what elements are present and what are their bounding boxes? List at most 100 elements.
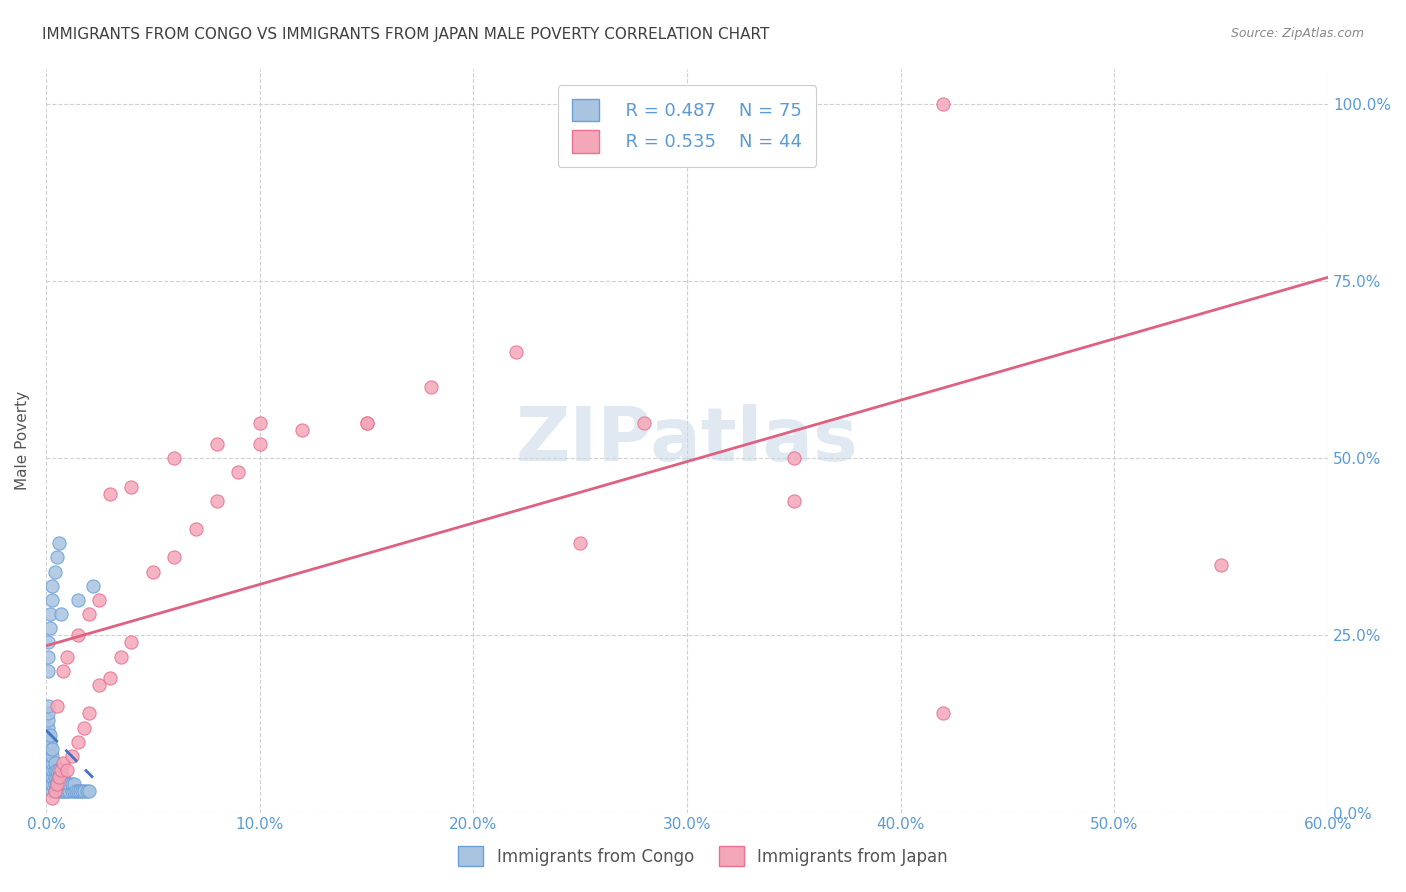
Point — [52, 756, 75, 770]
Point — [66, 593, 89, 607]
Legend: Immigrants from Congo, Immigrants from Japan: Immigrants from Congo, Immigrants from J… — [450, 838, 956, 875]
Point — [60, 748, 83, 763]
Point — [37, 728, 59, 742]
Point — [66, 784, 89, 798]
Point — [82, 579, 104, 593]
Point — [932, 97, 955, 112]
Point — [37, 664, 59, 678]
Point — [110, 649, 132, 664]
Point — [356, 416, 378, 430]
Point — [89, 593, 111, 607]
Point — [56, 649, 79, 664]
Point — [37, 635, 59, 649]
Point — [37, 748, 59, 763]
Point — [77, 607, 100, 621]
Point — [56, 777, 79, 791]
Point — [783, 451, 806, 466]
Point — [44, 784, 66, 798]
Point — [53, 784, 76, 798]
Point — [37, 756, 59, 770]
Point — [44, 763, 66, 777]
Point — [505, 345, 527, 359]
Point — [291, 423, 314, 437]
Legend:   R = 0.487    N = 75,   R = 0.535    N = 44: R = 0.487 N = 75, R = 0.535 N = 44 — [558, 85, 817, 167]
Point — [60, 784, 83, 798]
Point — [39, 777, 62, 791]
Point — [205, 493, 228, 508]
Point — [39, 621, 62, 635]
Point — [73, 784, 96, 798]
Point — [45, 699, 67, 714]
Point — [37, 734, 59, 748]
Point — [184, 522, 207, 536]
Point — [41, 593, 63, 607]
Point — [72, 784, 94, 798]
Point — [45, 777, 67, 791]
Text: IMMIGRANTS FROM CONGO VS IMMIGRANTS FROM JAPAN MALE POVERTY CORRELATION CHART: IMMIGRANTS FROM CONGO VS IMMIGRANTS FROM… — [42, 27, 769, 42]
Point — [45, 777, 67, 791]
Point — [66, 628, 89, 642]
Text: Source: ZipAtlas.com: Source: ZipAtlas.com — [1230, 27, 1364, 40]
Point — [45, 784, 67, 798]
Point — [41, 756, 63, 770]
Point — [39, 607, 62, 621]
Point — [120, 635, 142, 649]
Point — [37, 763, 59, 777]
Point — [69, 784, 91, 798]
Point — [39, 748, 62, 763]
Point — [49, 784, 72, 798]
Point — [56, 763, 79, 777]
Point — [39, 763, 62, 777]
Point — [932, 706, 955, 721]
Y-axis label: Male Poverty: Male Poverty — [15, 391, 30, 490]
Point — [205, 437, 228, 451]
Point — [49, 777, 72, 791]
Point — [58, 777, 80, 791]
Point — [37, 714, 59, 728]
Point — [41, 770, 63, 784]
Point — [58, 784, 80, 798]
Point — [52, 664, 75, 678]
Point — [44, 565, 66, 579]
Point — [39, 728, 62, 742]
Point — [783, 493, 806, 508]
Point — [98, 486, 121, 500]
Point — [73, 721, 96, 735]
Point — [41, 763, 63, 777]
Point — [49, 607, 72, 621]
Point — [48, 763, 70, 777]
Point — [37, 721, 59, 735]
Point — [37, 649, 59, 664]
Point — [49, 770, 72, 784]
Point — [76, 784, 98, 798]
Point — [142, 565, 165, 579]
Point — [41, 748, 63, 763]
Point — [48, 770, 70, 784]
Point — [37, 699, 59, 714]
Point — [48, 770, 70, 784]
Point — [44, 770, 66, 784]
Point — [52, 777, 75, 791]
Point — [37, 741, 59, 756]
Point — [45, 763, 67, 777]
Point — [48, 777, 70, 791]
Text: ZIPatlas: ZIPatlas — [516, 404, 859, 477]
Point — [44, 777, 66, 791]
Point — [45, 770, 67, 784]
Point — [633, 416, 655, 430]
Point — [65, 784, 87, 798]
Point — [62, 784, 84, 798]
Point — [44, 784, 66, 798]
Point — [98, 671, 121, 685]
Point — [419, 380, 441, 394]
Point — [52, 784, 75, 798]
Point — [77, 784, 100, 798]
Point — [89, 678, 111, 692]
Point — [249, 437, 271, 451]
Point — [44, 756, 66, 770]
Point — [62, 777, 84, 791]
Point — [569, 536, 592, 550]
Point — [39, 741, 62, 756]
Point — [53, 777, 76, 791]
Point — [41, 741, 63, 756]
